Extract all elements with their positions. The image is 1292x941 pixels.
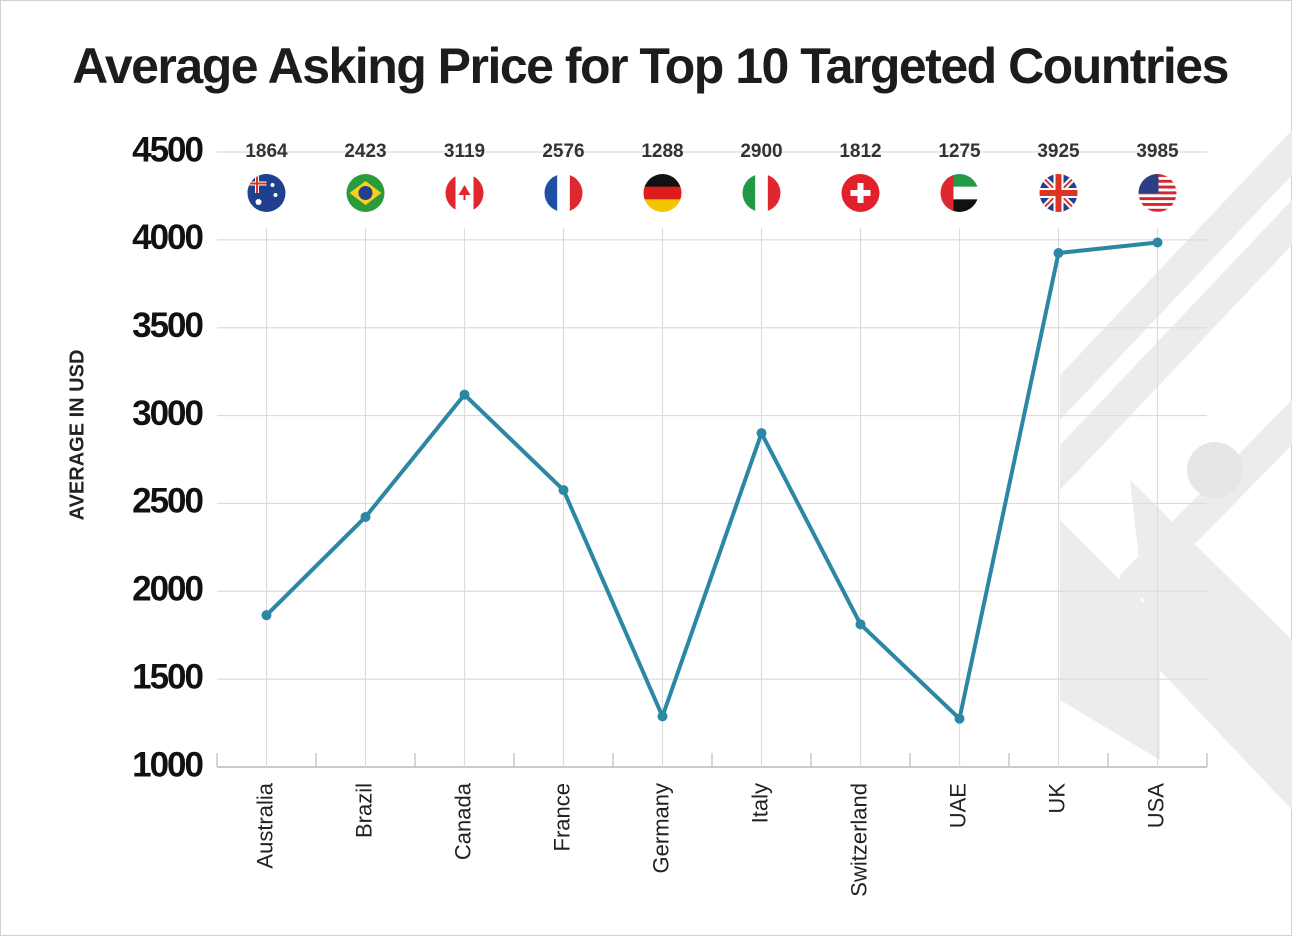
y-tick-label: 3500 <box>132 306 203 345</box>
data-point <box>262 610 272 620</box>
flag <box>347 174 385 212</box>
data-point <box>361 512 371 522</box>
value-label: 1288 <box>641 141 683 162</box>
x-tick-label: Brazil <box>351 783 376 838</box>
chart: Average Asking Price for Top 10 Targeted… <box>0 0 1292 936</box>
data-point <box>1153 237 1163 247</box>
y-tick-label: 2000 <box>132 570 203 609</box>
flag-part <box>557 174 570 212</box>
x-tick-label: Italy <box>747 783 772 823</box>
value-label: 3925 <box>1037 141 1080 162</box>
flag-part <box>256 199 262 205</box>
flag-part <box>359 186 373 200</box>
flag-part <box>274 193 278 197</box>
value-label: 2900 <box>740 141 782 162</box>
y-tick-label: 1000 <box>132 745 203 784</box>
value-label: 3985 <box>1136 141 1179 162</box>
flag-part <box>851 190 871 196</box>
x-tick-label: France <box>549 783 574 851</box>
flag-part <box>1139 203 1177 206</box>
y-tick-label: 4500 <box>132 130 203 169</box>
flag-part <box>271 183 275 187</box>
x-tick-label: Australia <box>252 782 277 868</box>
flag-part <box>1139 197 1177 200</box>
value-label: 1275 <box>938 141 981 162</box>
flag <box>1040 174 1078 212</box>
data-point <box>658 711 668 721</box>
data-point <box>955 714 965 724</box>
x-tick-label: Switzerland <box>846 783 871 897</box>
flag <box>446 174 484 212</box>
data-point <box>460 390 470 400</box>
value-label: 1864 <box>245 141 288 162</box>
flag-part <box>644 187 682 200</box>
x-tick-label: UK <box>1044 783 1069 814</box>
value-label: 2423 <box>344 141 386 162</box>
y-tick-label: 4000 <box>132 218 203 257</box>
value-label: 2576 <box>542 141 584 162</box>
y-axis-label: AVERAGE IN USD <box>66 350 88 521</box>
flag-part <box>755 174 768 212</box>
x-tick-label: Canada <box>450 782 475 860</box>
data-point <box>559 485 569 495</box>
x-tick-label: UAE <box>945 783 970 828</box>
x-tick-label: USA <box>1143 783 1168 829</box>
y-tick-label: 2500 <box>132 482 203 521</box>
value-label: 1812 <box>839 141 881 162</box>
x-tick-label: Germany <box>648 783 673 873</box>
data-point <box>757 428 767 438</box>
flag <box>248 174 286 212</box>
flag <box>842 174 880 212</box>
y-tick-label: 3000 <box>132 394 203 433</box>
chart-title: Average Asking Price for Top 10 Targeted… <box>72 38 1228 94</box>
y-tick-label: 1500 <box>132 657 203 696</box>
value-label: 3119 <box>444 141 485 162</box>
flag <box>1139 174 1177 212</box>
data-point <box>1054 248 1064 258</box>
data-point <box>856 619 866 629</box>
flag-part <box>1040 190 1078 196</box>
